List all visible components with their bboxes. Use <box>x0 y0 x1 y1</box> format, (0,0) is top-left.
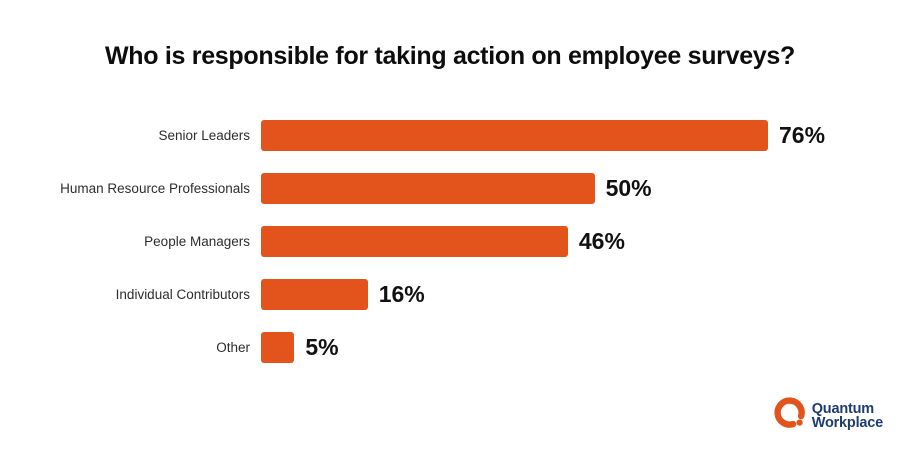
bar <box>261 120 768 151</box>
chart-row: Individual Contributors 16% <box>0 268 900 321</box>
category-label: Individual Contributors <box>115 287 250 302</box>
bar <box>261 173 595 204</box>
chart-row: Human Resource Professionals 50% <box>0 162 900 215</box>
bar <box>261 332 295 363</box>
category-label: Other <box>216 340 250 355</box>
q-dot <box>796 419 803 426</box>
logo-text: Quantum Workplace <box>811 401 883 431</box>
logo-line2: Workplace <box>811 415 883 431</box>
logo-line1: Quantum <box>811 401 874 417</box>
quantum-q-icon <box>774 397 807 435</box>
quantum-workplace-logo: Quantum Workplace <box>774 397 883 435</box>
chart-row: Senior Leaders 76% <box>0 109 900 162</box>
value-label: 16% <box>378 281 425 307</box>
value-label: 50% <box>605 175 652 201</box>
value-label: 76% <box>779 122 826 148</box>
chart-row: Other 5% <box>0 321 900 374</box>
chart-title: Who is responsible for taking action on … <box>104 42 795 70</box>
category-label: People Managers <box>144 234 250 249</box>
bar-chart: Senior Leaders 76% Human Resource Profes… <box>0 109 900 374</box>
category-label: Human Resource Professionals <box>60 181 250 196</box>
value-label: 46% <box>578 228 625 254</box>
bar <box>261 226 568 257</box>
category-label: Senior Leaders <box>158 128 250 143</box>
q-ring <box>774 397 805 428</box>
chart-row: People Managers 46% <box>0 215 900 268</box>
bar <box>261 279 368 310</box>
value-label: 5% <box>305 334 339 360</box>
